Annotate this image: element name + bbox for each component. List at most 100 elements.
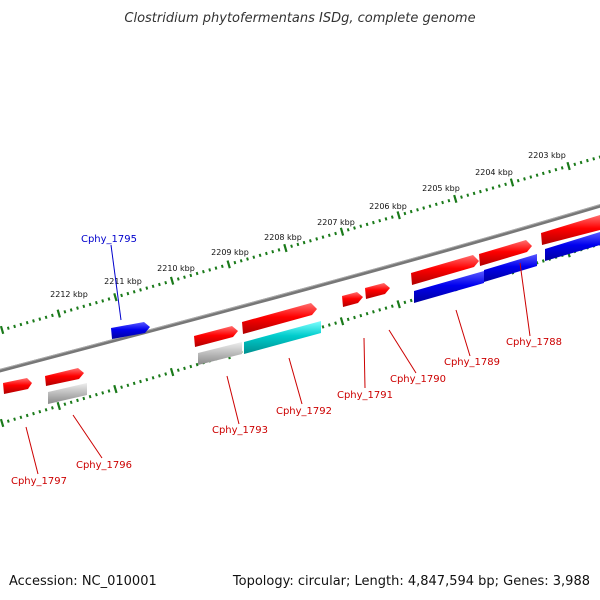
inner-ruler-tick — [95, 392, 98, 397]
gene-cphy-1796-rev[interactable] — [48, 383, 87, 404]
outer-ruler-tick — [573, 162, 577, 167]
inner-ruler-tick — [126, 383, 130, 388]
outer-kbp-ruler — [0, 155, 600, 335]
outer-ruler-tick — [466, 193, 470, 197]
gene-label-cphy-1796[interactable]: Cphy_1796 — [76, 460, 132, 471]
outer-ruler-tick — [428, 204, 432, 208]
gene-reverse-right[interactable] — [545, 232, 600, 261]
gene-label-cphy-1788[interactable]: Cphy_1788 — [506, 337, 562, 348]
inner-ruler-tick — [0, 418, 5, 428]
outer-ruler-tick — [0, 325, 5, 335]
outer-ruler-tick — [265, 251, 268, 256]
gene-label-cphy-1792[interactable]: Cphy_1792 — [276, 406, 332, 417]
inner-ruler-tick — [365, 311, 369, 316]
outer-ruler-tick — [447, 198, 451, 203]
inner-ruler-tick — [403, 300, 407, 305]
gene-cphy-1789-rev[interactable] — [414, 271, 484, 303]
outer-ruler-tick — [151, 284, 155, 289]
outer-ruler-tick — [252, 255, 256, 259]
gene-cphy-1788-rev[interactable] — [484, 254, 537, 282]
outer-ruler-tick — [460, 195, 463, 199]
outer-ruler-tick — [113, 293, 118, 302]
gene-cphy-1788[interactable] — [479, 240, 532, 266]
inner-ruler-tick — [327, 323, 331, 327]
inner-ruler-tick — [107, 389, 111, 393]
outer-ruler-tick — [327, 233, 331, 238]
inner-ruler-tick — [88, 394, 92, 399]
accession-text: Accession: NC_010001 — [9, 574, 157, 589]
outer-ruler-tick — [541, 171, 545, 176]
gene-label-cphy-1795[interactable]: Cphy_1795 — [81, 234, 137, 245]
outer-ruler-tick — [586, 158, 589, 163]
outer-ruler-tick — [529, 175, 533, 179]
inner-ruler-tick — [390, 304, 394, 308]
outer-ruler-tick — [88, 302, 92, 307]
outer-ruler-tick — [202, 269, 205, 274]
gene-label-cphy-1790[interactable]: Cphy_1790 — [390, 374, 446, 385]
kbp-label: 2208 kbp — [264, 233, 302, 242]
outer-ruler-tick — [176, 277, 180, 281]
outer-ruler-tick — [107, 297, 111, 301]
gene-cphy-1797[interactable] — [3, 378, 32, 394]
gene-cphy-1795[interactable] — [111, 322, 150, 339]
inner-ruler-tick — [176, 368, 180, 372]
inner-ruler-tick — [145, 377, 149, 382]
inner-ruler-tick — [25, 413, 29, 418]
outer-ruler-tick — [416, 208, 419, 212]
outer-ruler-tick — [38, 317, 42, 321]
gene-label-cphy-1791[interactable]: Cphy_1791 — [337, 390, 393, 401]
inner-ruler-tick — [38, 409, 42, 414]
outer-ruler-tick — [403, 211, 407, 216]
inner-ruler-tick — [384, 306, 388, 310]
outer-ruler-tick — [126, 291, 130, 296]
outer-ruler-tick — [95, 300, 98, 305]
outer-ruler-tick — [32, 319, 35, 323]
outer-ruler-tick — [434, 202, 438, 207]
outer-ruler-tick — [120, 293, 123, 298]
outer-ruler-tick — [132, 290, 136, 294]
gene-labels: Cphy_1788 Cphy_1789 Cphy_1790 Cphy_1791 … — [11, 234, 562, 487]
kbp-label: 2204 kbp — [475, 168, 513, 177]
outer-ruler-tick — [139, 288, 142, 292]
genome-backbone — [0, 204, 600, 373]
gene-label-cphy-1797[interactable]: Cphy_1797 — [11, 476, 67, 487]
outer-ruler-tick — [497, 184, 501, 188]
gene-forward-right[interactable] — [541, 215, 600, 245]
kbp-label: 2209 kbp — [211, 248, 249, 257]
gene-label-leaders — [25, 244, 531, 475]
outer-ruler-tick — [334, 231, 337, 236]
gene-cphy-1789[interactable] — [411, 255, 479, 285]
gene-label-cphy-1793[interactable]: Cphy_1793 — [212, 425, 268, 436]
gene-cphy-1790[interactable] — [365, 283, 390, 299]
outer-ruler-tick — [220, 264, 224, 269]
outer-ruler-tick — [509, 178, 515, 187]
outer-ruler-tick — [523, 177, 526, 181]
outer-ruler-tick — [548, 169, 551, 174]
outer-ruler-tick — [566, 161, 571, 171]
outer-ruler-tick — [396, 211, 401, 220]
outer-ruler-tick — [76, 306, 79, 310]
kbp-label: 2206 kbp — [369, 202, 407, 211]
inner-ruler-tick — [139, 379, 142, 384]
inner-ruler-tick — [378, 308, 382, 312]
outer-ruler-tick — [271, 249, 275, 254]
outer-ruler-tick — [6, 326, 10, 330]
gene-cphy-1791[interactable] — [342, 292, 363, 307]
outer-ruler-tick — [485, 188, 489, 192]
inner-ruler-tick — [13, 417, 16, 421]
kbp-labels: 2203 kbp 2204 kbp 2205 kbp 2206 kbp 2207 kbp… — [50, 151, 566, 299]
outer-ruler-tick — [579, 160, 583, 165]
gene-cphy-1796[interactable] — [45, 368, 84, 386]
outer-ruler-tick — [384, 217, 388, 221]
genome-stats-text: Topology: circular; Length: 4,847,594 bp… — [232, 574, 590, 589]
gene-cphy-1793[interactable] — [194, 326, 238, 347]
outer-ruler-tick — [233, 260, 237, 265]
gene-cphy-1792[interactable] — [242, 303, 317, 334]
inner-ruler-tick — [82, 396, 86, 401]
gene-label-cphy-1789[interactable]: Cphy_1789 — [444, 357, 500, 368]
gene-cphy-1793-rev[interactable] — [198, 342, 242, 365]
rna-cphy-1792[interactable] — [244, 321, 321, 354]
outer-ruler-tick — [44, 315, 48, 320]
outer-ruler-tick — [321, 235, 325, 239]
